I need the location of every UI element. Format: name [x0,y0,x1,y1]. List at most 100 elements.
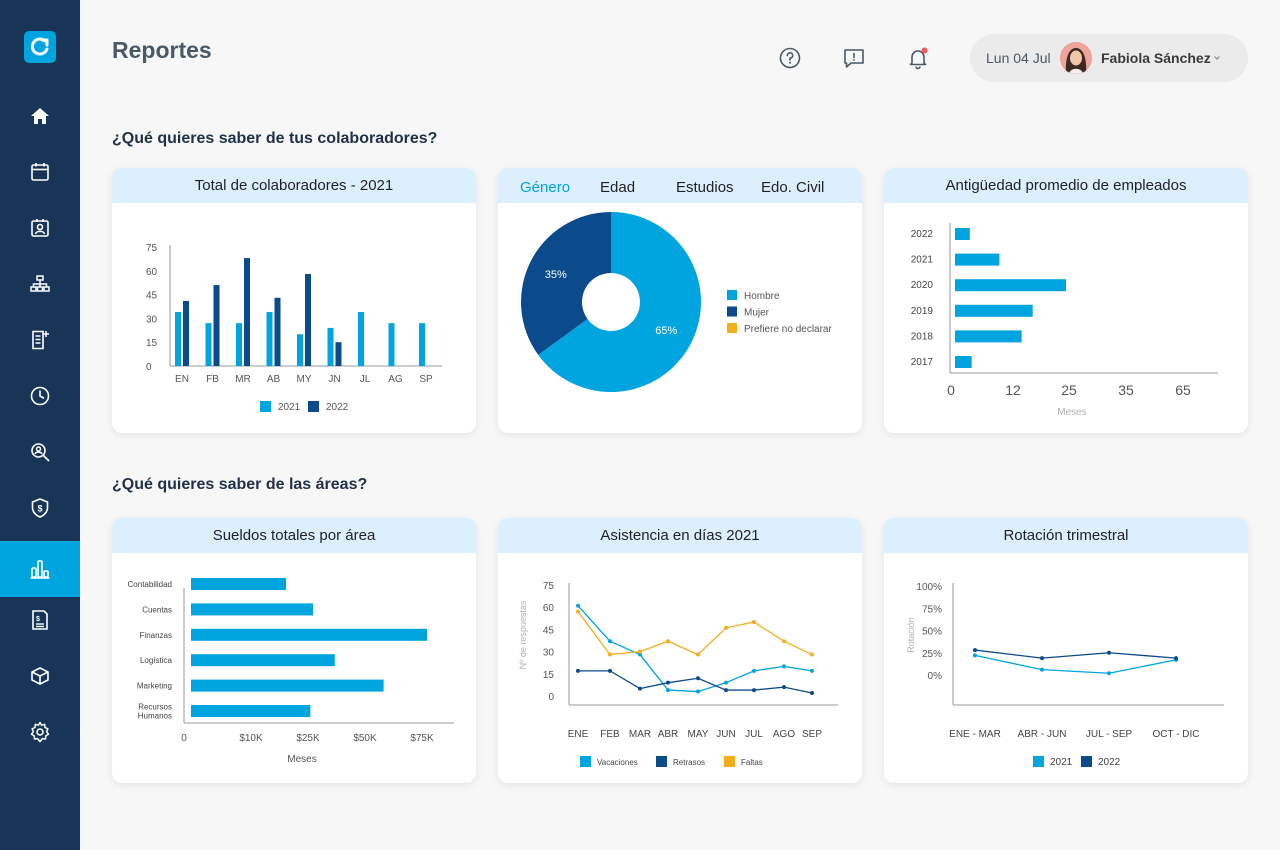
sidebar-item-org-chart[interactable] [0,256,80,312]
data-point [576,609,580,614]
data-point [696,676,700,681]
sidebar-item-receipt[interactable]: $ [0,592,80,648]
x-tick-label: ABR - JUN [1018,729,1067,740]
x-tick-label: JN [328,374,340,385]
legend-swatch [1081,756,1092,767]
legend-label: 2021 [278,402,301,413]
pie-slice-hombre [538,212,701,392]
svg-text:$: $ [37,504,42,514]
sidebar-item-document-add[interactable] [0,312,80,368]
bar [191,603,314,616]
bar [955,279,1066,292]
legend-swatch [727,323,737,333]
sidebar-item-bar-chart[interactable] [0,541,80,597]
tab-edo-civil[interactable]: Edo. Civil [761,179,825,196]
help-icon[interactable] [778,46,802,70]
x-tick-label: SP [419,374,433,385]
home-icon [31,108,49,124]
calendar-icon [31,163,49,181]
document-add-icon [32,330,49,350]
y-tick-label: 45 [543,625,555,636]
user-menu[interactable]: Lun 04 Jul Fabiola Sánchez [970,34,1248,82]
data-point [810,668,814,673]
legend-label: Retrasos [673,758,705,767]
x-tick-label: $25K [296,733,320,744]
x-tick-label: 0 [181,733,187,744]
y-tick-label: 30 [146,314,158,325]
antiguedad-chart: 2022 2021 2020 2019 2018 2017 0 12 25 35 65 Meses [911,223,1218,418]
sidebar-item-home[interactable] [0,88,80,144]
legend-label: Hombre [744,291,780,302]
data-point [696,689,700,694]
category-label: 2022 [911,229,934,240]
x-tick-label: JUN [716,729,735,740]
bar [191,628,428,641]
tab-genero[interactable]: Género [520,179,571,196]
data-point [1040,656,1044,661]
bar [191,679,384,692]
y-tick-label: 0 [146,362,152,373]
data-point [638,686,642,691]
category-label: Finanzas [140,631,172,640]
pie-slice-label: 65% [655,325,677,337]
legend-label: Faltas [741,758,763,767]
legend-swatch [724,756,735,767]
data-point [666,639,670,644]
bar [191,578,286,590]
y-tick-label: 0 [548,692,554,703]
bar-2021 [205,323,212,366]
y-axis-label: Nº de respuestas [518,600,528,669]
feedback-icon[interactable] [842,46,866,70]
current-date: Lun 04 Jul [986,50,1051,66]
shield-money-icon: $ [31,498,49,518]
data-point [973,653,977,658]
data-point [810,652,814,657]
sidebar-item-employee-card[interactable] [0,200,80,256]
bar-2022 [335,342,342,366]
category-label: Cuentas [142,605,172,614]
sidebar-item-calendar[interactable] [0,144,80,200]
sidebar-item-clock[interactable] [0,368,80,424]
notification-dot [921,47,928,54]
notification-bell-icon[interactable] [906,46,930,70]
series-line-2022 [974,649,1177,659]
x-tick-label: 25 [1061,382,1077,398]
sidebar-item-box[interactable] [0,648,80,704]
category-label: 2020 [911,280,934,291]
x-tick-label: OCT - DIC [1152,729,1199,740]
sidebar-item-search-user[interactable] [0,424,80,480]
y-tick-label: 75 [543,581,555,592]
card-asistencia: Asistencia en días 2021 0 15 30 45 60 75 Nº de… [498,518,862,783]
bar-2021 [327,327,334,366]
bar-2021 [266,312,273,366]
x-axis-label: Meses [287,754,316,765]
sidebar-item-gear[interactable] [0,704,80,760]
x-tick-label: 12 [1005,382,1021,398]
x-tick-label: JUL [745,729,763,740]
sidebar: $ $ [0,0,80,850]
y-tick-label: 15 [146,338,158,349]
data-point [973,648,977,653]
app-logo[interactable] [24,31,56,63]
bar [955,356,972,368]
tab-estudios[interactable]: Estudios [676,179,734,196]
legend-swatch [727,290,737,300]
legend-swatch [580,756,591,767]
rotacion-chart: 100% 75% 50% 25% 0% Rotación ENE - MAR ABR - JU… [906,582,1224,768]
legend-swatch [656,756,667,767]
data-point [608,668,612,673]
bar-chart-icon [30,560,50,579]
data-point [752,668,756,673]
category-label: Marketing [137,682,172,691]
avatar [1060,42,1092,74]
data-point [782,664,786,669]
card-total-colaboradores: Total de colaboradores - 2021 0 15 30 45 60 7… [112,168,476,433]
tab-edad[interactable]: Edad [600,179,636,196]
card-rotacion: Rotación trimestral 100% 75% 50% 25% 0% Rotac… [884,518,1248,783]
pie-slice-label: 35% [545,269,567,281]
data-point [666,688,670,693]
svg-text:$: $ [36,616,40,623]
bar [955,330,1022,343]
legend-label: Mujer [744,308,770,319]
sidebar-item-shield-money[interactable]: $ [0,480,80,536]
